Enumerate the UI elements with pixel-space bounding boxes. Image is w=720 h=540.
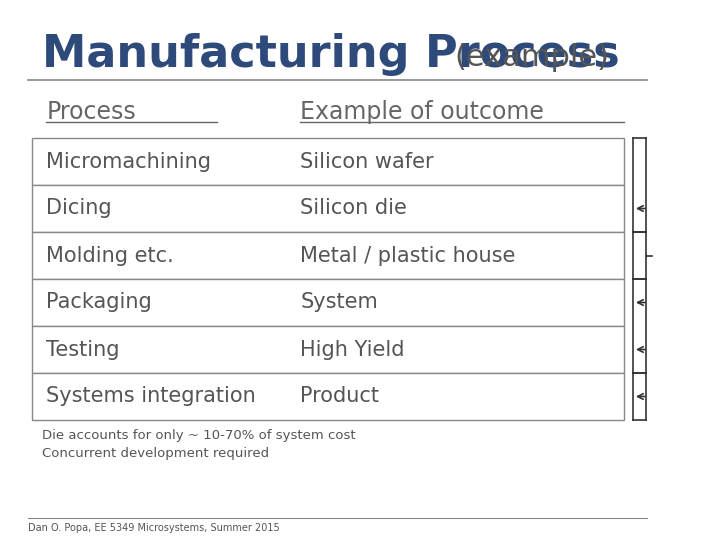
Bar [32, 373, 624, 420]
Text: Packaging: Packaging [46, 293, 152, 313]
Text: Silicon wafer: Silicon wafer [300, 152, 434, 172]
Text: Manufacturing Process: Manufacturing Process [42, 33, 619, 77]
Bar [32, 232, 624, 279]
Text: Die accounts for only ~ 10-70% of system cost: Die accounts for only ~ 10-70% of system… [42, 429, 355, 442]
Text: Product: Product [300, 387, 379, 407]
Text: Example of outcome: Example of outcome [300, 100, 544, 124]
Bar [32, 326, 624, 373]
Text: Silicon die: Silicon die [300, 199, 408, 219]
Text: Systems integration: Systems integration [46, 387, 256, 407]
Bar [32, 138, 624, 185]
Text: Dicing: Dicing [46, 199, 112, 219]
Text: (example): (example) [454, 43, 610, 71]
Text: Testing: Testing [46, 340, 120, 360]
Text: Metal / plastic house: Metal / plastic house [300, 246, 516, 266]
Text: High Yield: High Yield [300, 340, 405, 360]
Text: Dan O. Popa, EE 5349 Microsystems, Summer 2015: Dan O. Popa, EE 5349 Microsystems, Summe… [28, 523, 279, 533]
Text: Concurrent development required: Concurrent development required [42, 447, 269, 460]
Text: Molding etc.: Molding etc. [46, 246, 174, 266]
Bar [32, 279, 624, 326]
Bar [32, 185, 624, 232]
Text: System: System [300, 293, 378, 313]
Text: Micromachining: Micromachining [46, 152, 211, 172]
Text: Process: Process [46, 100, 136, 124]
